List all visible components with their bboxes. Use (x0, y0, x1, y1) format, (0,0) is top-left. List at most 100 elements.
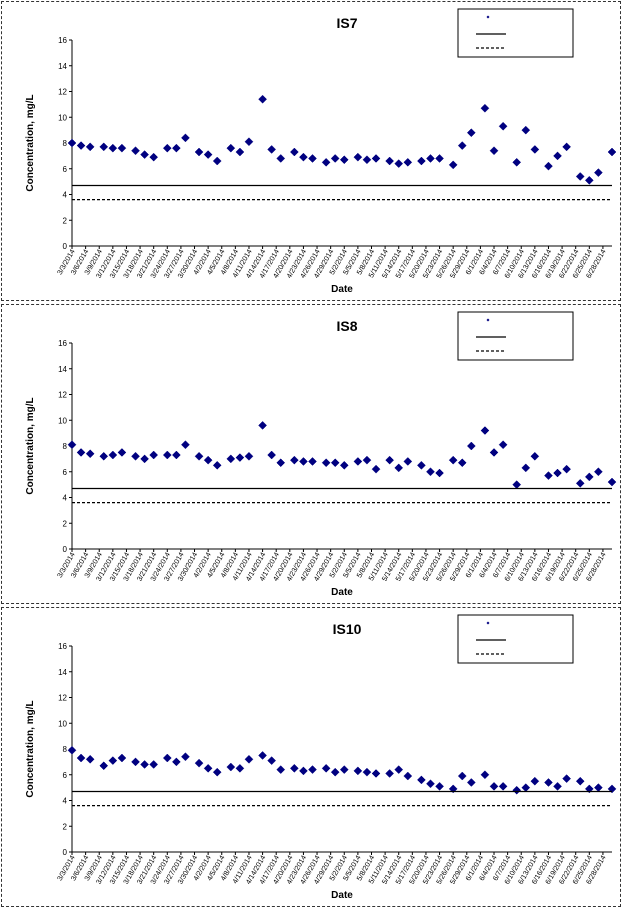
data-point (339, 155, 349, 165)
data-point (330, 458, 340, 468)
y-tick-label: 4 (63, 494, 68, 503)
x-axis-label: Date (331, 587, 353, 598)
data-point (553, 151, 562, 161)
data-point (417, 156, 426, 166)
data-point (172, 143, 181, 153)
data-point (562, 774, 571, 783)
data-point (353, 457, 363, 466)
data-point (607, 147, 617, 157)
data-point (594, 168, 603, 177)
data-point (512, 157, 522, 167)
data-point (308, 457, 317, 466)
y-tick-label: 14 (58, 62, 67, 71)
legend-marker (486, 621, 490, 625)
data-point (480, 103, 490, 113)
legend (457, 614, 574, 664)
data-point (108, 143, 118, 153)
data-point (276, 765, 286, 774)
data-point (194, 147, 204, 157)
y-tick-label: 2 (63, 822, 68, 831)
data-point (131, 757, 140, 767)
legend-marker (486, 318, 490, 322)
y-tick-label: 14 (58, 365, 67, 374)
y-tick-label: 12 (58, 694, 67, 703)
data-point (466, 441, 476, 451)
data-point (544, 778, 553, 787)
y-tick-label: 0 (63, 848, 68, 857)
data-point (498, 781, 508, 791)
data-point (435, 468, 444, 478)
chart-is10: IS10 Concentration, mg/L Date 0 2 4 6 8 10 12 14 16… (25, 614, 617, 901)
data-point (131, 146, 140, 156)
data-point (226, 454, 236, 464)
data-point (181, 752, 190, 762)
data-point (480, 770, 490, 780)
data-point (308, 154, 317, 163)
data-point (417, 460, 426, 470)
data-point (76, 448, 86, 457)
data-point (172, 450, 181, 460)
data-point (203, 763, 213, 773)
data-point (162, 450, 172, 460)
data-point (435, 781, 444, 791)
data-point (76, 141, 86, 150)
data-point (544, 161, 553, 171)
data-point (321, 458, 331, 468)
data-point (457, 771, 467, 781)
data-point (575, 172, 585, 181)
data-point (212, 156, 222, 166)
data-point (498, 121, 508, 131)
y-tick-label: 4 (63, 797, 68, 806)
data-point (299, 152, 308, 162)
y-tick-label: 6 (63, 771, 68, 780)
data-point (108, 756, 118, 765)
data-point (362, 155, 372, 165)
data-point (99, 142, 109, 152)
data-point (394, 159, 404, 168)
data-point (172, 757, 181, 767)
data-point (553, 781, 562, 791)
y-axis-label: Concentration, mg/L (25, 94, 36, 191)
data-point (258, 421, 267, 430)
data-point (131, 451, 140, 461)
data-point (244, 754, 254, 764)
data-point (521, 125, 531, 135)
data-point (339, 765, 349, 774)
data-point (385, 156, 395, 166)
y-tick-label: 8 (63, 139, 68, 148)
data-point (353, 766, 363, 776)
data-point (330, 767, 340, 777)
y-tick-label: 12 (58, 391, 67, 400)
chart-panel-is7: IS7 Concentration, mg/L Date 0 2 4 6 8 10 12 14 16 3… (1, 1, 621, 301)
y-tick-label: 2 (63, 519, 68, 528)
data-point (457, 141, 467, 150)
data-point (575, 776, 585, 786)
x-axis-label: Date (331, 284, 353, 295)
data-point (512, 785, 522, 795)
data-point (321, 157, 331, 167)
data-point (258, 94, 267, 104)
data-point (235, 453, 245, 462)
data-point (99, 451, 109, 461)
data-point (371, 464, 381, 474)
y-tick-label: 10 (58, 416, 67, 425)
data-point (149, 152, 159, 162)
data-point (362, 767, 372, 777)
data-point (575, 478, 585, 488)
data-point (244, 451, 254, 461)
data-point (203, 150, 213, 159)
data-point (258, 751, 267, 760)
data-point (489, 146, 499, 156)
data-point (181, 440, 190, 450)
data-point (466, 778, 476, 787)
data-point (371, 769, 381, 778)
data-point (108, 450, 118, 460)
y-tick-label: 4 (63, 191, 68, 200)
data-point (299, 766, 308, 776)
data-point (267, 145, 277, 154)
legend-box (457, 614, 574, 664)
data-point (140, 150, 149, 159)
data-point (235, 763, 245, 773)
data-point (289, 455, 299, 465)
